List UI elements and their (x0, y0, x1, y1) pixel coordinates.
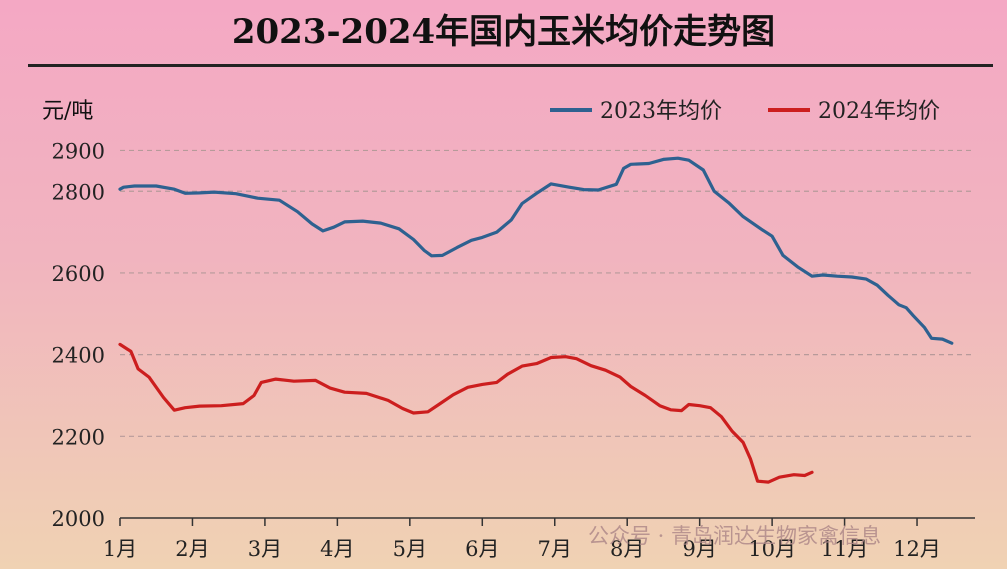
x-tick-label: 4月 (320, 537, 354, 561)
x-tick-label: 3月 (248, 537, 282, 561)
y-tick-label: 2400 (52, 344, 105, 368)
y-axis-unit-label: 元/吨 (42, 99, 93, 124)
legend-label-2024: 2024年均价 (818, 99, 940, 124)
y-tick-label: 2800 (52, 180, 105, 204)
x-tick-label: 2月 (175, 537, 209, 561)
series-lines (118, 156, 954, 484)
y-tick-label: 2000 (52, 507, 105, 531)
x-tick-label: 1月 (103, 537, 137, 561)
x-tick-label: 6月 (465, 537, 499, 561)
x-tick-label: 8月 (610, 537, 644, 561)
x-tick-label: 7月 (538, 537, 572, 561)
series-line-2023年均价 (118, 156, 954, 345)
x-axis-ticks: 1月 2月 3月 4月 5月 6月 7月 8月 9月 10月 11月 12月 (103, 518, 941, 561)
legend-label-2023: 2023年均价 (600, 99, 722, 124)
x-tick-label: 11月 (821, 537, 869, 561)
title-underline (28, 64, 993, 67)
series-line-2024年均价 (118, 342, 814, 484)
x-tick-label: 9月 (682, 537, 716, 561)
x-tick-label: 5月 (393, 537, 427, 561)
x-tick-label: 10月 (748, 537, 796, 561)
chart-title: 2023-2024年国内玉米均价走势图 (231, 12, 776, 52)
legend: 2023年均价 2024年均价 (550, 99, 940, 124)
y-tick-label: 2200 (52, 425, 105, 449)
y-tick-label: 2900 (52, 139, 105, 163)
x-tick-label: 12月 (893, 537, 941, 561)
gridlines (120, 149, 975, 437)
watermark-text: 公众号 · 青岛润达生物家禽信息 (588, 524, 881, 548)
y-axis-ticks: 2000 2200 2400 2600 2800 2900 (52, 139, 105, 531)
y-tick-label: 2600 (52, 262, 105, 286)
